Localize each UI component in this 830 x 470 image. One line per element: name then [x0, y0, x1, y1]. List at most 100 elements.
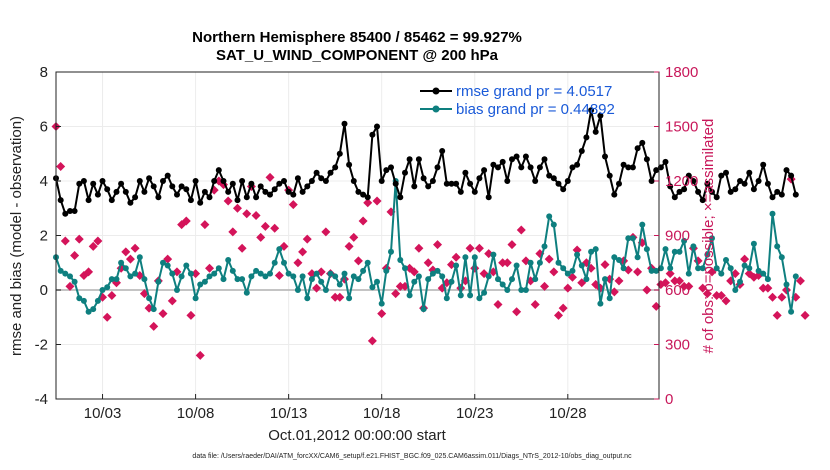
rmse-point [439, 148, 446, 154]
rmse-point [90, 180, 97, 187]
rmse-point [583, 134, 590, 141]
bias-point [229, 267, 236, 274]
bias-point [653, 267, 660, 274]
rmse-point [281, 178, 287, 184]
bias-point [118, 259, 125, 266]
obs-count-marker [65, 281, 75, 291]
bias-point [197, 281, 204, 288]
rmse-point [350, 178, 357, 184]
bias-point [774, 243, 781, 250]
rmse-point [67, 208, 73, 214]
bias-point [57, 267, 64, 274]
bias-point [76, 295, 83, 302]
obs-count-marker [451, 252, 461, 262]
bias-point [685, 270, 692, 277]
bias-point [457, 292, 464, 299]
bias-point [253, 267, 260, 274]
bias-point [606, 295, 613, 302]
rmse-point [555, 180, 562, 187]
rmse-point [485, 194, 492, 201]
rmse-point [318, 175, 325, 182]
rmse-point [476, 175, 483, 182]
rmse-point [634, 145, 641, 152]
bias-point [485, 273, 492, 280]
obs-count-marker [516, 225, 526, 235]
bias-point [276, 246, 283, 253]
bias-point [304, 295, 311, 302]
obs-count-marker [167, 296, 177, 306]
rmse-point [643, 156, 650, 163]
rmse-point [155, 194, 162, 201]
rmse-point [718, 172, 725, 179]
rmse-point [113, 188, 120, 195]
chart-title: Northern Hemisphere 85400 / 85462 = 99.9… [192, 29, 522, 46]
obs-count-marker [512, 307, 522, 317]
bias-point [201, 278, 208, 285]
bias-point [709, 235, 715, 242]
bias-point [155, 278, 162, 285]
obs-count-marker [572, 245, 582, 255]
rmse-point [206, 194, 213, 201]
obs-count-marker [712, 290, 722, 300]
bias-point [281, 259, 287, 266]
obs-count-marker [349, 232, 359, 242]
rmse-point [397, 194, 404, 201]
bias-point [443, 295, 450, 302]
obs-count-marker [758, 283, 768, 293]
bias-point [667, 265, 674, 272]
rmse-point [234, 197, 241, 204]
obs-count-marker [353, 256, 363, 266]
obs-count-marker [260, 221, 270, 231]
bias-point [364, 259, 371, 266]
obs-count-marker [800, 310, 810, 320]
y-tick-label-right: 600 [665, 282, 690, 299]
rmse-point [681, 186, 688, 193]
bias-point [718, 270, 725, 277]
bias-point [648, 267, 655, 274]
bias-point [257, 270, 264, 277]
rmse-point [332, 164, 339, 171]
rmse-point [225, 188, 232, 195]
rmse-point [425, 183, 432, 190]
bias-point [192, 295, 199, 302]
bias-point [411, 278, 418, 285]
y-tick-label-right: 1500 [665, 119, 698, 136]
obs-count-marker [409, 267, 419, 277]
rmse-point [132, 194, 139, 201]
rmse-point [248, 180, 255, 187]
obs-count-marker [391, 289, 401, 299]
rmse-point [355, 188, 362, 195]
bias-point [146, 295, 153, 302]
bias-point [783, 281, 790, 288]
obs-count-marker [186, 310, 196, 320]
bias-point [80, 297, 87, 304]
bias-point [388, 248, 394, 255]
bias-point [90, 306, 97, 313]
rmse-point [187, 197, 194, 204]
rmse-point [504, 178, 511, 184]
bias-point [122, 265, 129, 272]
rmse-point [629, 164, 636, 171]
rmse-point [336, 150, 343, 157]
y-axis-label-right: # of obs: o=possible; ×=assimilated [700, 119, 717, 354]
x-tick-label: 10/18 [363, 405, 401, 422]
bias-point [546, 213, 553, 220]
bias-point [625, 235, 632, 242]
rmse-point [471, 188, 478, 195]
obs-count-marker [502, 258, 512, 268]
obs-count-marker [651, 301, 661, 311]
bias-point [550, 221, 557, 228]
rmse-point [243, 194, 250, 201]
rmse-point [85, 197, 92, 204]
bias-point [453, 262, 460, 269]
obs-count-marker [372, 196, 382, 206]
rmse-point [378, 178, 385, 184]
bias-point [564, 270, 571, 277]
rmse-point [727, 188, 734, 195]
bias-point [690, 243, 697, 250]
bias-point [225, 257, 232, 263]
bias-point [792, 273, 799, 280]
rmse-point [285, 188, 292, 195]
obs-count-marker [661, 278, 671, 288]
rmse-point [532, 178, 539, 184]
